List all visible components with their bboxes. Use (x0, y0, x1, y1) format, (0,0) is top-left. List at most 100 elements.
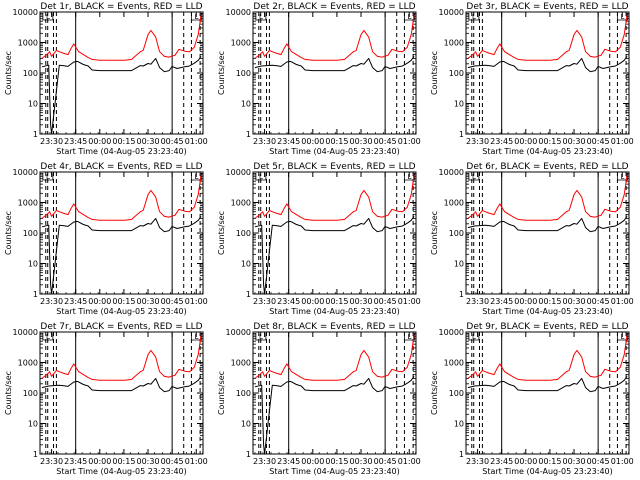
y-axis-label: Counts/sec (217, 211, 226, 255)
corner-bracket (468, 333, 480, 341)
x-axis-label: Start Time (04-Aug-05 23:23:40) (482, 307, 613, 316)
corner-tag: L (46, 173, 50, 181)
events-series-line (467, 56, 628, 73)
y-axis-label: Counts/sec (4, 371, 13, 415)
corner-tag: L (46, 13, 50, 21)
corner-bracket (617, 173, 628, 181)
y-axis-label: Counts/sec (430, 51, 439, 95)
y-tick-label: 10 (241, 420, 251, 429)
corner-tag: L (407, 173, 411, 181)
plot-frame (39, 11, 204, 135)
x-tick-label: 23:45 (277, 137, 300, 146)
y-tick-label: 100 (236, 389, 251, 398)
corner-tag: L (259, 13, 263, 21)
lld-series-line (254, 334, 415, 381)
lld-series-line (41, 334, 202, 381)
y-tick-label: 100 (449, 229, 464, 238)
plot-frame (39, 331, 204, 455)
x-axis-label: Start Time (04-Aug-05 23:23:40) (56, 307, 187, 316)
x-tick-label: 00:00 (514, 297, 537, 306)
lightcurve-chart: Det 7r, BLACK = Events, RED = LLD 1 10 100 1… (4, 322, 208, 476)
x-tick-label: 00:30 (562, 457, 585, 466)
x-tick-label: 01:00 (185, 457, 208, 466)
y-tick-label: 10 (454, 260, 464, 269)
y-tick-label: 10000 (13, 168, 38, 177)
detector-panel-7: Det 7r, BLACK = Events, RED = LLD 1 10 100 1… (0, 320, 213, 480)
corner-tag: L (407, 13, 411, 21)
x-tick-label: 23:30 (466, 297, 489, 306)
chart-title: Det 7r, BLACK = Events, RED = LLD (40, 322, 202, 332)
x-tick-label: 23:30 (40, 297, 63, 306)
corner-tag: L (407, 333, 411, 341)
chart-title: Det 6r, BLACK = Events, RED = LLD (466, 162, 628, 172)
x-axis-label: Start Time (04-Aug-05 23:23:40) (482, 467, 613, 476)
corner-bracket (42, 333, 54, 341)
y-tick-label: 1 (459, 450, 464, 459)
lld-series-line (254, 174, 415, 221)
lld-series-line (467, 334, 628, 381)
corner-bracket (404, 13, 415, 21)
corner-tag: L (194, 13, 198, 21)
y-tick-label: 1 (33, 130, 38, 139)
x-tick-label: 01:00 (611, 457, 634, 466)
events-series-line (467, 376, 628, 393)
x-tick-label: 23:30 (253, 137, 276, 146)
x-tick-label: 01:00 (398, 137, 421, 146)
plot-frame (39, 171, 204, 295)
lld-series-line (41, 14, 202, 61)
detector-panel-4: Det 4r, BLACK = Events, RED = LLD 1 10 100 1… (0, 160, 213, 320)
x-tick-label: 00:45 (587, 297, 610, 306)
x-tick-label: 00:00 (88, 297, 111, 306)
events-series-line (254, 216, 415, 295)
corner-bracket (404, 173, 415, 181)
chart-title: Det 9r, BLACK = Events, RED = LLD (466, 322, 628, 332)
y-tick-label: 10 (28, 420, 38, 429)
y-tick-label: 100 (23, 69, 38, 78)
x-tick-label: 00:00 (514, 137, 537, 146)
x-tick-label: 23:30 (40, 137, 63, 146)
lightcurve-chart: Det 2r, BLACK = Events, RED = LLD 1 10 100 1… (217, 2, 421, 156)
corner-bracket (255, 173, 267, 181)
detector-panel-2: Det 2r, BLACK = Events, RED = LLD 1 10 100 1… (213, 0, 426, 160)
corner-bracket (404, 333, 415, 341)
x-tick-label: 23:30 (253, 457, 276, 466)
lightcurve-chart: Det 9r, BLACK = Events, RED = LLD 1 10 100 1… (430, 322, 634, 476)
events-series-line (254, 376, 415, 455)
x-tick-label: 23:45 (277, 457, 300, 466)
plot-frame (252, 331, 417, 455)
plot-frame (465, 11, 630, 135)
x-tick-label: 23:30 (466, 137, 489, 146)
lightcurve-chart: Det 3r, BLACK = Events, RED = LLD 1 10 100 1… (430, 2, 634, 156)
y-tick-label: 10000 (13, 8, 38, 17)
y-axis-label: Counts/sec (4, 211, 13, 255)
x-tick-label: 01:00 (398, 297, 421, 306)
events-series-line (41, 56, 202, 135)
corner-tag: L (620, 13, 624, 21)
x-tick-label: 00:45 (161, 457, 184, 466)
chart-title: Det 2r, BLACK = Events, RED = LLD (253, 2, 415, 12)
y-axis-label: Counts/sec (217, 51, 226, 95)
x-tick-label: 23:45 (64, 137, 87, 146)
events-series-line (41, 376, 202, 393)
x-tick-label: 00:00 (88, 457, 111, 466)
x-tick-label: 00:30 (136, 297, 159, 306)
x-tick-label: 00:45 (161, 297, 184, 306)
x-tick-label: 00:15 (538, 137, 561, 146)
x-tick-label: 01:00 (611, 137, 634, 146)
x-tick-label: 00:45 (374, 457, 397, 466)
lld-series-line (467, 174, 628, 221)
x-tick-label: 23:45 (490, 457, 513, 466)
x-tick-label: 23:45 (64, 457, 87, 466)
y-tick-label: 1000 (444, 39, 464, 48)
y-axis-label: Counts/sec (430, 211, 439, 255)
corner-bracket (617, 13, 628, 21)
chart-title: Det 5r, BLACK = Events, RED = LLD (253, 162, 415, 172)
corner-bracket (468, 173, 480, 181)
detector-panel-5: Det 5r, BLACK = Events, RED = LLD 1 10 100 1… (213, 160, 426, 320)
x-tick-label: 00:00 (88, 137, 111, 146)
lld-series-line (41, 174, 202, 221)
lightcurve-chart: Det 8r, BLACK = Events, RED = LLD 1 10 100 1… (217, 322, 421, 476)
plot-frame (465, 331, 630, 455)
x-tick-label: 00:30 (136, 137, 159, 146)
